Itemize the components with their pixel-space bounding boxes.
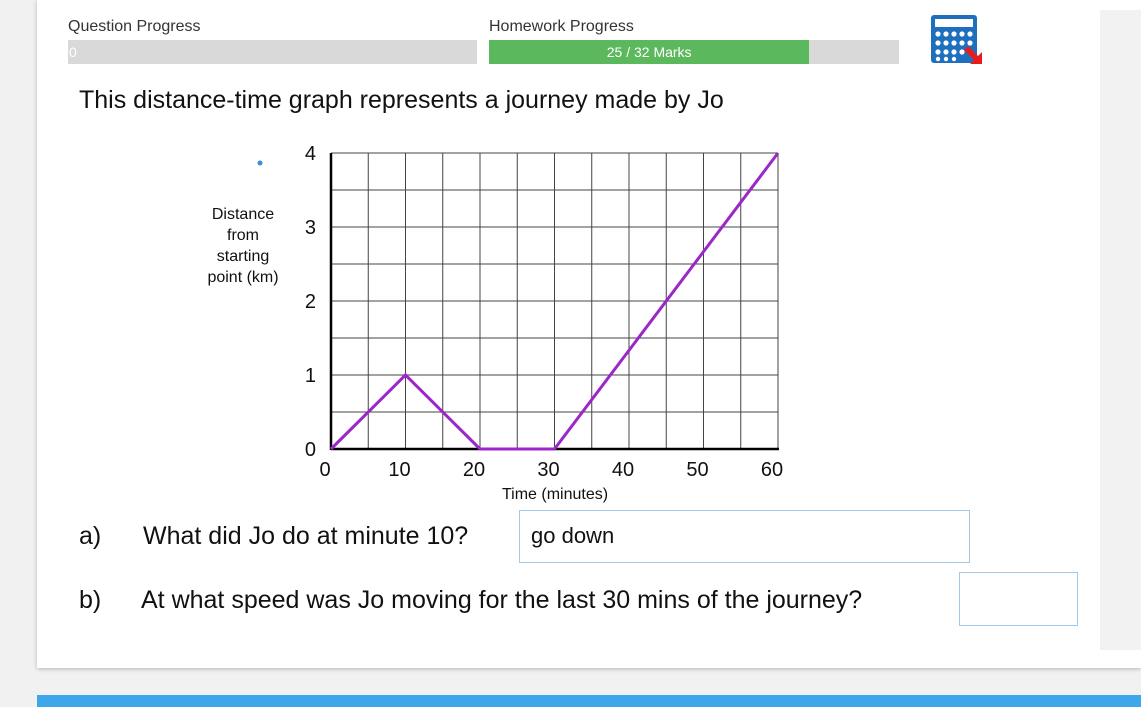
homework-progress-fill: 25 / 32 Marks <box>489 40 810 64</box>
question-title: This distance-time graph represents a jo… <box>79 86 724 114</box>
part-text: What did Jo do at minute 10? <box>143 522 469 550</box>
calculator-button[interactable] <box>930 14 990 66</box>
x-axis-label: Time (minutes) <box>502 486 608 503</box>
footer-bar <box>37 695 1141 707</box>
question-progress-label: Question Progress <box>68 18 201 35</box>
bullet-dot <box>257 160 263 166</box>
y-tick-label: 1 <box>305 365 316 387</box>
x-tick-label: 10 <box>388 459 410 481</box>
x-tick-label: 40 <box>612 459 634 481</box>
answer-input[interactable] <box>959 572 1078 626</box>
question-progress-track: 0 <box>68 40 477 64</box>
x-tick-label: 20 <box>463 459 485 481</box>
part-label: b) <box>79 586 102 614</box>
calculator-arrow <box>964 46 982 64</box>
homework-progress-value: 25 / 32 Marks <box>606 44 692 60</box>
homework-progress-label: Homework Progress <box>489 18 634 35</box>
x-tick-label: 50 <box>686 459 708 481</box>
homework-progress-track: 25 / 32 Marks <box>489 40 899 64</box>
calculator-keys <box>935 31 973 62</box>
part-text: At what speed was Jo moving for the last… <box>141 586 863 614</box>
x-tick-label: 60 <box>761 459 783 481</box>
y-tick-label: 0 <box>305 439 316 461</box>
calculator-screen <box>935 19 973 27</box>
y-tick-label: 4 <box>305 143 316 165</box>
data-line <box>329 152 780 451</box>
part-label: a) <box>79 522 102 550</box>
answer-input[interactable]: go down <box>519 510 970 563</box>
y-tick-label: 2 <box>305 291 316 313</box>
x-tick-label: 0 <box>319 459 330 481</box>
y-axis-label: Distance from starting point (km) <box>207 206 279 286</box>
y-tick-label: 3 <box>305 217 316 239</box>
question-progress-value: 0 <box>69 44 77 60</box>
side-panel <box>1100 10 1141 650</box>
x-tick-label: 30 <box>537 459 559 481</box>
